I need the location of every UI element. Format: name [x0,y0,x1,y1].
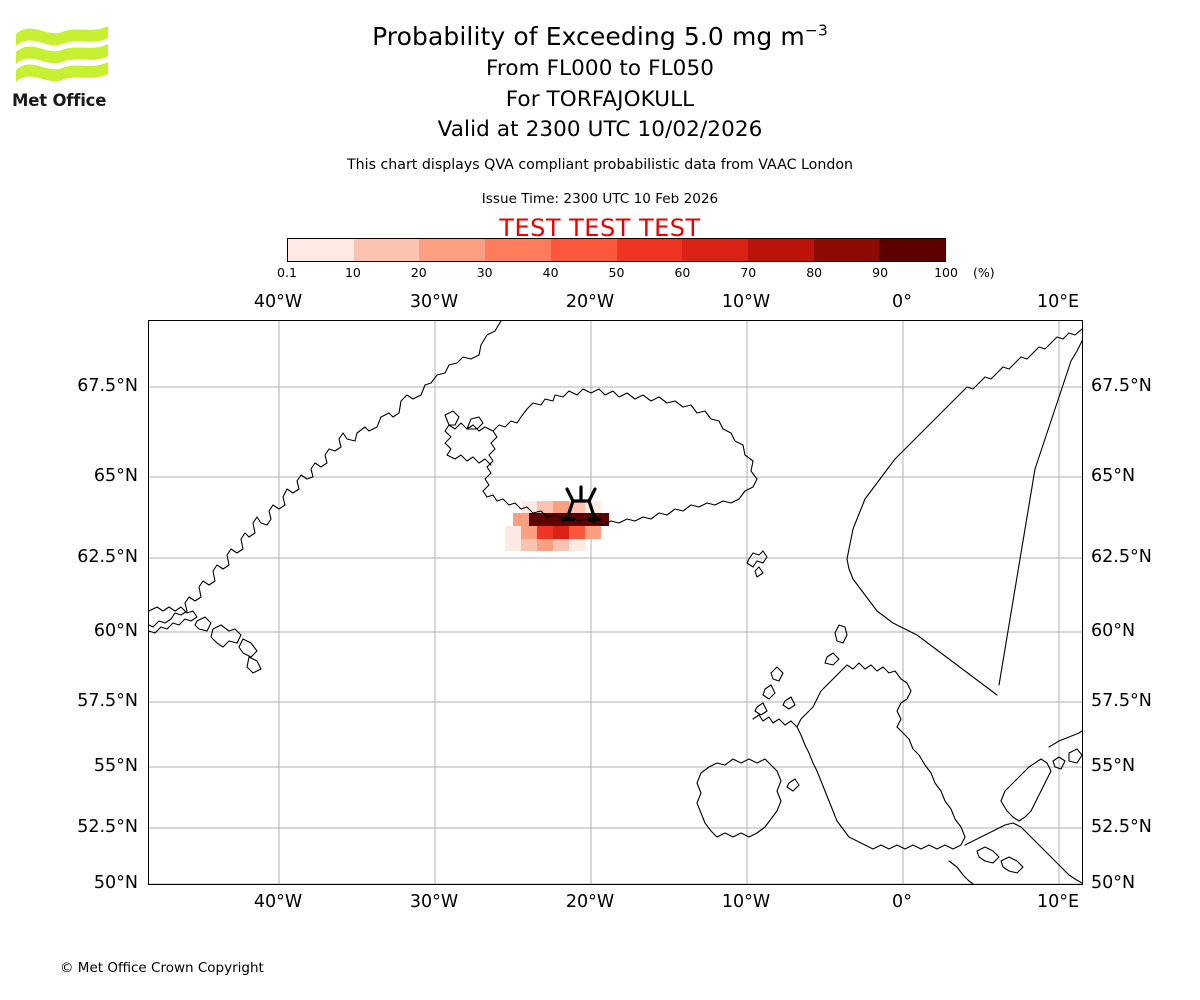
lon-label-top-5: 10°E [1036,292,1080,312]
lat-label-right-0: 67.5°N [1091,376,1152,396]
map-canvas [149,321,1082,884]
met-office-logo: Met Office [12,18,122,113]
lat-label-left-1: 65°N [93,466,138,486]
colorbar-band-1 [353,239,420,261]
lat-label-right-7: 50°N [1091,873,1136,893]
colorbar-band-0 [288,239,354,261]
copyright-footer: © Met Office Crown Copyright [60,960,264,976]
colorbar-tick-labels: 0.1 10 20 30 40 50 60 70 80 90 100 [277,265,958,281]
lat-label-right-1: 65°N [1091,466,1136,486]
page-title: Probability of Exceeding 5.0 mg m−3 [0,21,1200,51]
colorbar-band-5 [616,239,683,261]
colorbar-tick-90: 90 [872,265,889,280]
main-title-text: Probability of Exceeding 5.0 mg m [372,22,805,51]
lat-label-right-3: 60°N [1091,621,1136,641]
colorbar-tick-100: 100 [934,265,958,280]
lon-label-top-3: 10°W [721,292,771,312]
map-plot-area[interactable] [148,320,1083,885]
issue-time-label: Issue Time: 2300 UTC 10 Feb 2026 [481,191,719,207]
test-banner: TEST TEST TEST [499,214,701,242]
lat-label-left-2: 62.5°N [77,547,138,567]
lon-label-top-1: 30°W [409,292,459,312]
colorbar-band-6 [682,239,748,261]
probability-colorbar [287,238,946,262]
lon-label-bottom-0: 40°W [253,892,303,912]
colorbar-tick-50: 50 [608,265,625,280]
lat-label-right-2: 62.5°N [1091,547,1152,567]
volcano-name-line: For TORFAJOKULL [505,86,695,112]
flight-level-line: From FL000 to FL050 [485,56,715,81]
lon-label-bottom-5: 10°E [1036,892,1080,912]
colorbar-unit-label: (%) [973,265,995,280]
colorbar-band-7 [747,239,814,261]
valid-time-line: Valid at 2300 UTC 10/02/2026 [437,117,763,142]
lon-label-bottom-2: 20°W [565,892,615,912]
colorbar-band-4 [550,239,617,261]
colorbar-tick-80: 80 [806,265,823,280]
main-title-superscript: −3 [804,21,828,40]
colorbar-tick-60: 60 [674,265,691,280]
lon-label-top-0: 40°W [253,292,303,312]
lat-label-left-7: 50°N [93,873,138,893]
lat-label-right-6: 52.5°N [1091,817,1152,837]
lon-label-bottom-4: 0° [892,892,912,912]
colorbar-tick-40: 40 [542,265,559,280]
colorbar-band-9 [879,239,946,261]
colorbar-tick-20: 20 [410,265,427,280]
lat-label-right-5: 55°N [1091,756,1136,776]
colorbar-band-2 [419,239,486,261]
lon-label-bottom-1: 30°W [409,892,459,912]
colorbar-tick-0.1: 0.1 [277,265,297,280]
lat-label-left-4: 57.5°N [77,691,138,711]
lon-label-top-4: 0° [892,292,912,312]
volcano-marker-icon [560,485,602,522]
met-office-wave-icon [16,26,108,82]
lat-label-right-4: 57.5°N [1091,691,1152,711]
lat-label-left-6: 52.5°N [77,817,138,837]
chart-title-block: Probability of Exceeding 5.0 mg m−3 From… [0,21,1200,142]
lat-label-left-0: 67.5°N [77,376,138,396]
qva-compliance-note: This chart displays QVA compliant probab… [346,157,853,173]
map-gridlines [149,321,1082,884]
coastlines [149,321,1082,884]
met-office-logo-text: Met Office [12,91,107,110]
colorbar-gradient [287,238,946,262]
lat-label-left-5: 55°N [93,756,138,776]
colorbar-tick-10: 10 [344,265,361,280]
colorbar-band-8 [813,239,880,261]
lon-label-top-2: 20°W [565,292,615,312]
colorbar-tick-70: 70 [740,265,757,280]
colorbar-tick-30: 30 [476,265,493,280]
lat-label-left-3: 60°N [93,621,138,641]
lon-label-bottom-3: 10°W [721,892,771,912]
colorbar-band-3 [485,239,551,261]
